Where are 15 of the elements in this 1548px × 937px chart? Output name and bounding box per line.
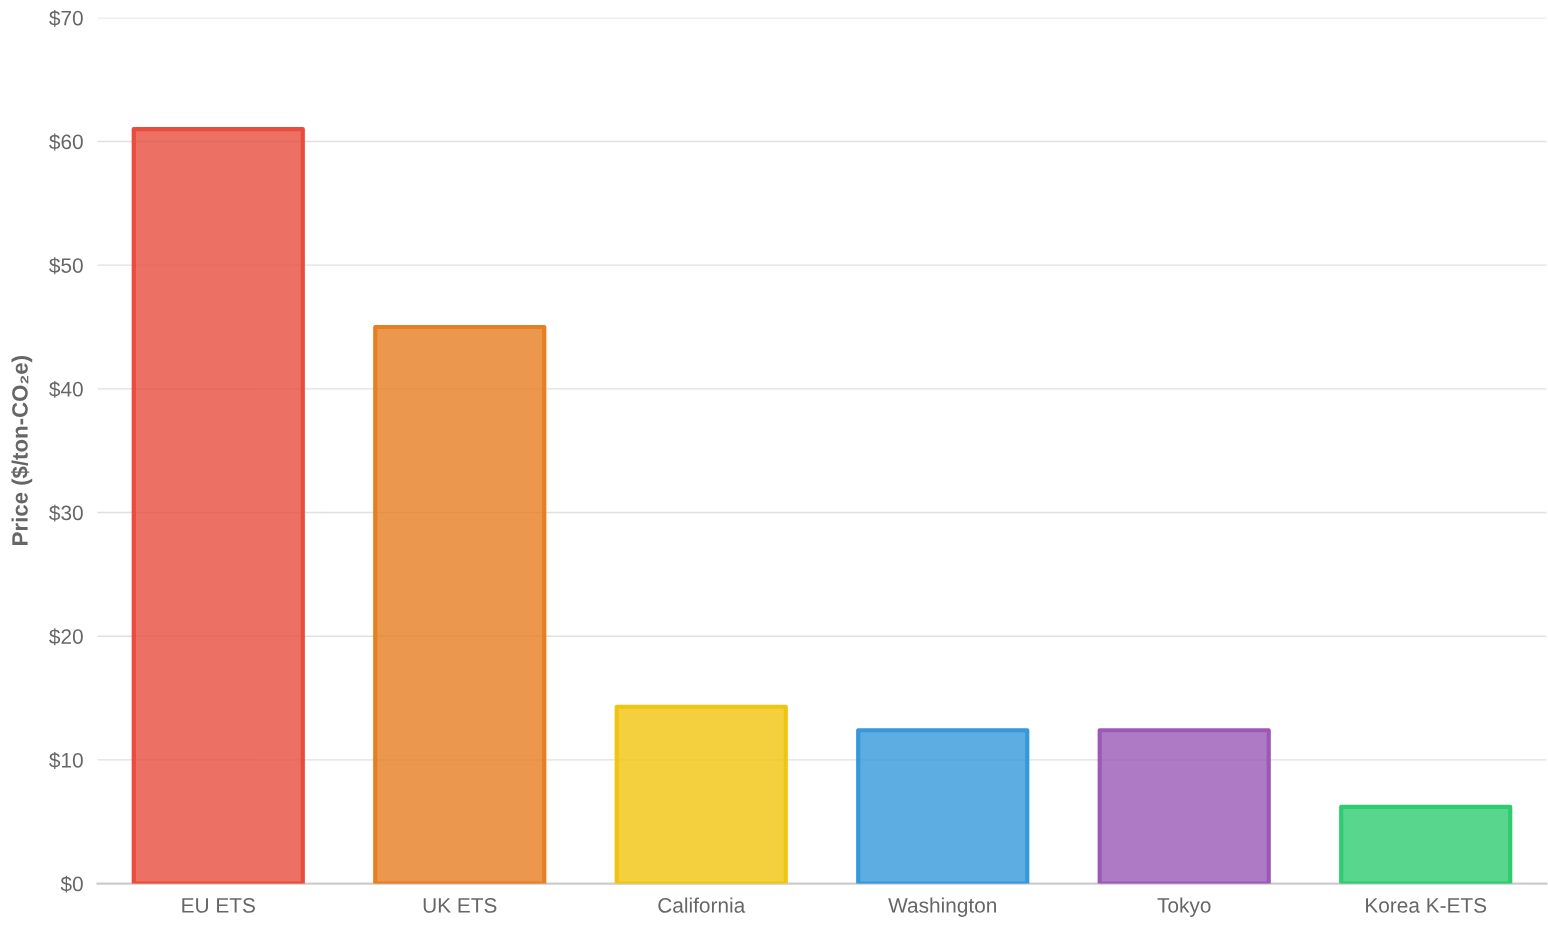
y-tick-label: $40 (49, 380, 83, 398)
y-tick-label: $30 (49, 504, 83, 522)
y-tick-label: $60 (49, 133, 83, 151)
y-tick-label: $20 (49, 628, 83, 646)
x-tick-label: Tokyo (1157, 897, 1211, 917)
x-tick-label: Korea K-ETS (1366, 898, 1487, 913)
y-tick-label: $0 (60, 875, 83, 893)
x-tick-label: UK ETS (423, 898, 497, 913)
y-axis-title: Price ($/ton-CO₂e) (11, 356, 33, 545)
x-tick-label: Washington (888, 897, 996, 917)
x-tick-label: EU ETS (182, 898, 255, 913)
y-tick-label: $70 (49, 9, 83, 27)
x-tick-label: California (658, 897, 746, 913)
y-tick-label: $50 (49, 257, 83, 275)
y-tick-label: $10 (49, 752, 83, 769)
